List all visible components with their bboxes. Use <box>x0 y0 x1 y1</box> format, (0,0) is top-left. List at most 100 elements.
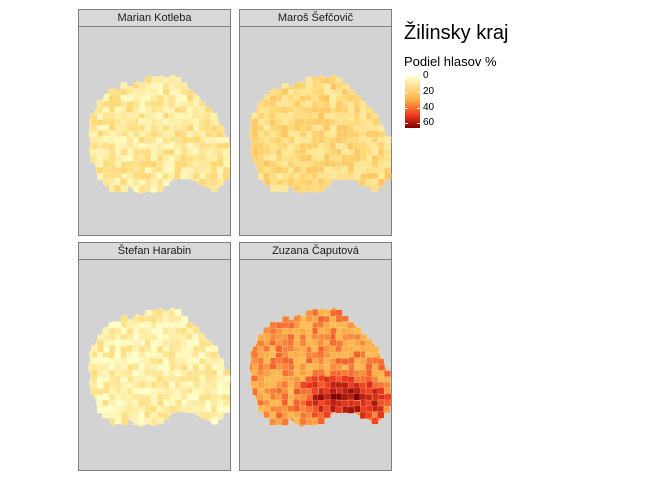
municipality-area <box>341 166 349 174</box>
municipality-area <box>127 334 135 342</box>
municipality-area <box>288 155 296 162</box>
municipality-area <box>96 376 104 384</box>
municipality-area <box>288 136 296 144</box>
municipality-area <box>186 124 194 132</box>
municipality-area <box>150 399 158 407</box>
municipality-area <box>108 88 116 96</box>
municipality-area <box>377 370 385 378</box>
municipality-area <box>168 82 176 90</box>
facet-strip-label: Marian Kotleba <box>78 9 231 27</box>
municipality-area <box>336 82 344 90</box>
municipality-area <box>222 382 230 390</box>
municipality-area <box>251 149 259 157</box>
municipality-area <box>186 107 194 115</box>
municipality-area <box>186 94 194 102</box>
municipality-area <box>91 118 99 126</box>
municipality-area <box>311 315 319 323</box>
municipality-area <box>341 148 349 156</box>
municipality-area <box>287 106 295 114</box>
municipality-area <box>305 118 313 126</box>
municipality-area <box>156 327 164 335</box>
municipality-area <box>198 333 206 341</box>
municipality-area <box>138 106 146 114</box>
municipality-area <box>311 166 319 174</box>
municipality-area <box>162 137 170 145</box>
municipality-area <box>96 148 104 156</box>
municipality-area <box>365 130 373 138</box>
facet-panel-kotleba: Marian Kotleba <box>78 9 231 236</box>
municipality-area <box>269 363 277 371</box>
municipality-area <box>371 142 379 150</box>
municipality-area <box>102 393 110 401</box>
municipality-area <box>198 148 206 156</box>
municipality-area <box>186 357 194 365</box>
municipality-area <box>192 154 200 162</box>
municipality-area <box>378 172 385 180</box>
municipality-area <box>90 363 98 371</box>
municipality-area <box>252 155 260 163</box>
municipality-area <box>186 345 194 353</box>
municipality-area <box>162 406 170 414</box>
municipality-area <box>312 405 320 413</box>
municipality-area <box>311 345 319 353</box>
municipality-area <box>299 112 307 120</box>
municipality-area <box>114 178 122 186</box>
municipality-area <box>341 393 349 401</box>
municipality-area <box>299 321 307 329</box>
municipality-area <box>127 131 135 138</box>
municipality-area <box>90 136 98 144</box>
municipality-area <box>210 172 218 180</box>
municipality-area <box>199 375 207 383</box>
municipality-area <box>311 88 319 96</box>
municipality-area <box>353 376 361 383</box>
municipality-area <box>204 393 212 401</box>
municipality-area <box>175 399 183 407</box>
municipality-area <box>192 148 200 156</box>
municipality-area <box>168 351 176 359</box>
municipality-area <box>126 112 134 120</box>
municipality-area <box>269 411 277 419</box>
municipality-area <box>132 345 140 353</box>
legend-tick-label: 0 <box>423 70 429 81</box>
municipality-area <box>114 118 122 126</box>
municipality-area <box>199 160 207 168</box>
municipality-area <box>102 106 110 114</box>
municipality-area <box>282 316 290 324</box>
municipality-area <box>174 405 182 413</box>
municipality-area <box>150 178 158 186</box>
municipality-area <box>317 178 325 186</box>
municipality-area <box>168 327 176 335</box>
municipality-area <box>102 411 110 419</box>
municipality-area <box>168 357 176 365</box>
municipality-area <box>330 148 338 156</box>
municipality-area <box>133 185 140 193</box>
municipality-area <box>347 94 355 102</box>
municipality-area <box>299 166 307 174</box>
municipality-area <box>132 399 140 407</box>
municipality-area <box>269 154 277 162</box>
municipality-area <box>138 154 146 162</box>
municipality-area <box>336 363 343 371</box>
municipality-area <box>299 394 307 402</box>
municipality-area <box>132 148 140 156</box>
municipality-area <box>371 185 379 192</box>
facet-panel-sefcovic: Maroš Šefčovič <box>239 9 392 236</box>
municipality-area <box>324 327 332 335</box>
municipality-area <box>210 393 218 401</box>
municipality-area <box>138 166 146 174</box>
municipality-area <box>121 412 129 420</box>
municipality-area <box>114 417 122 425</box>
municipality-area <box>317 394 325 401</box>
municipality-area <box>281 393 289 401</box>
municipality-area <box>108 393 116 401</box>
municipality-area <box>294 124 302 132</box>
municipality-area <box>317 185 325 193</box>
municipality-area <box>329 100 337 108</box>
municipality-area <box>354 327 362 335</box>
municipality-area <box>102 142 110 150</box>
municipality-area <box>150 185 158 193</box>
municipality-area <box>323 124 331 132</box>
municipality-area <box>365 339 373 347</box>
municipality-area <box>162 339 170 347</box>
municipality-area <box>360 148 368 156</box>
